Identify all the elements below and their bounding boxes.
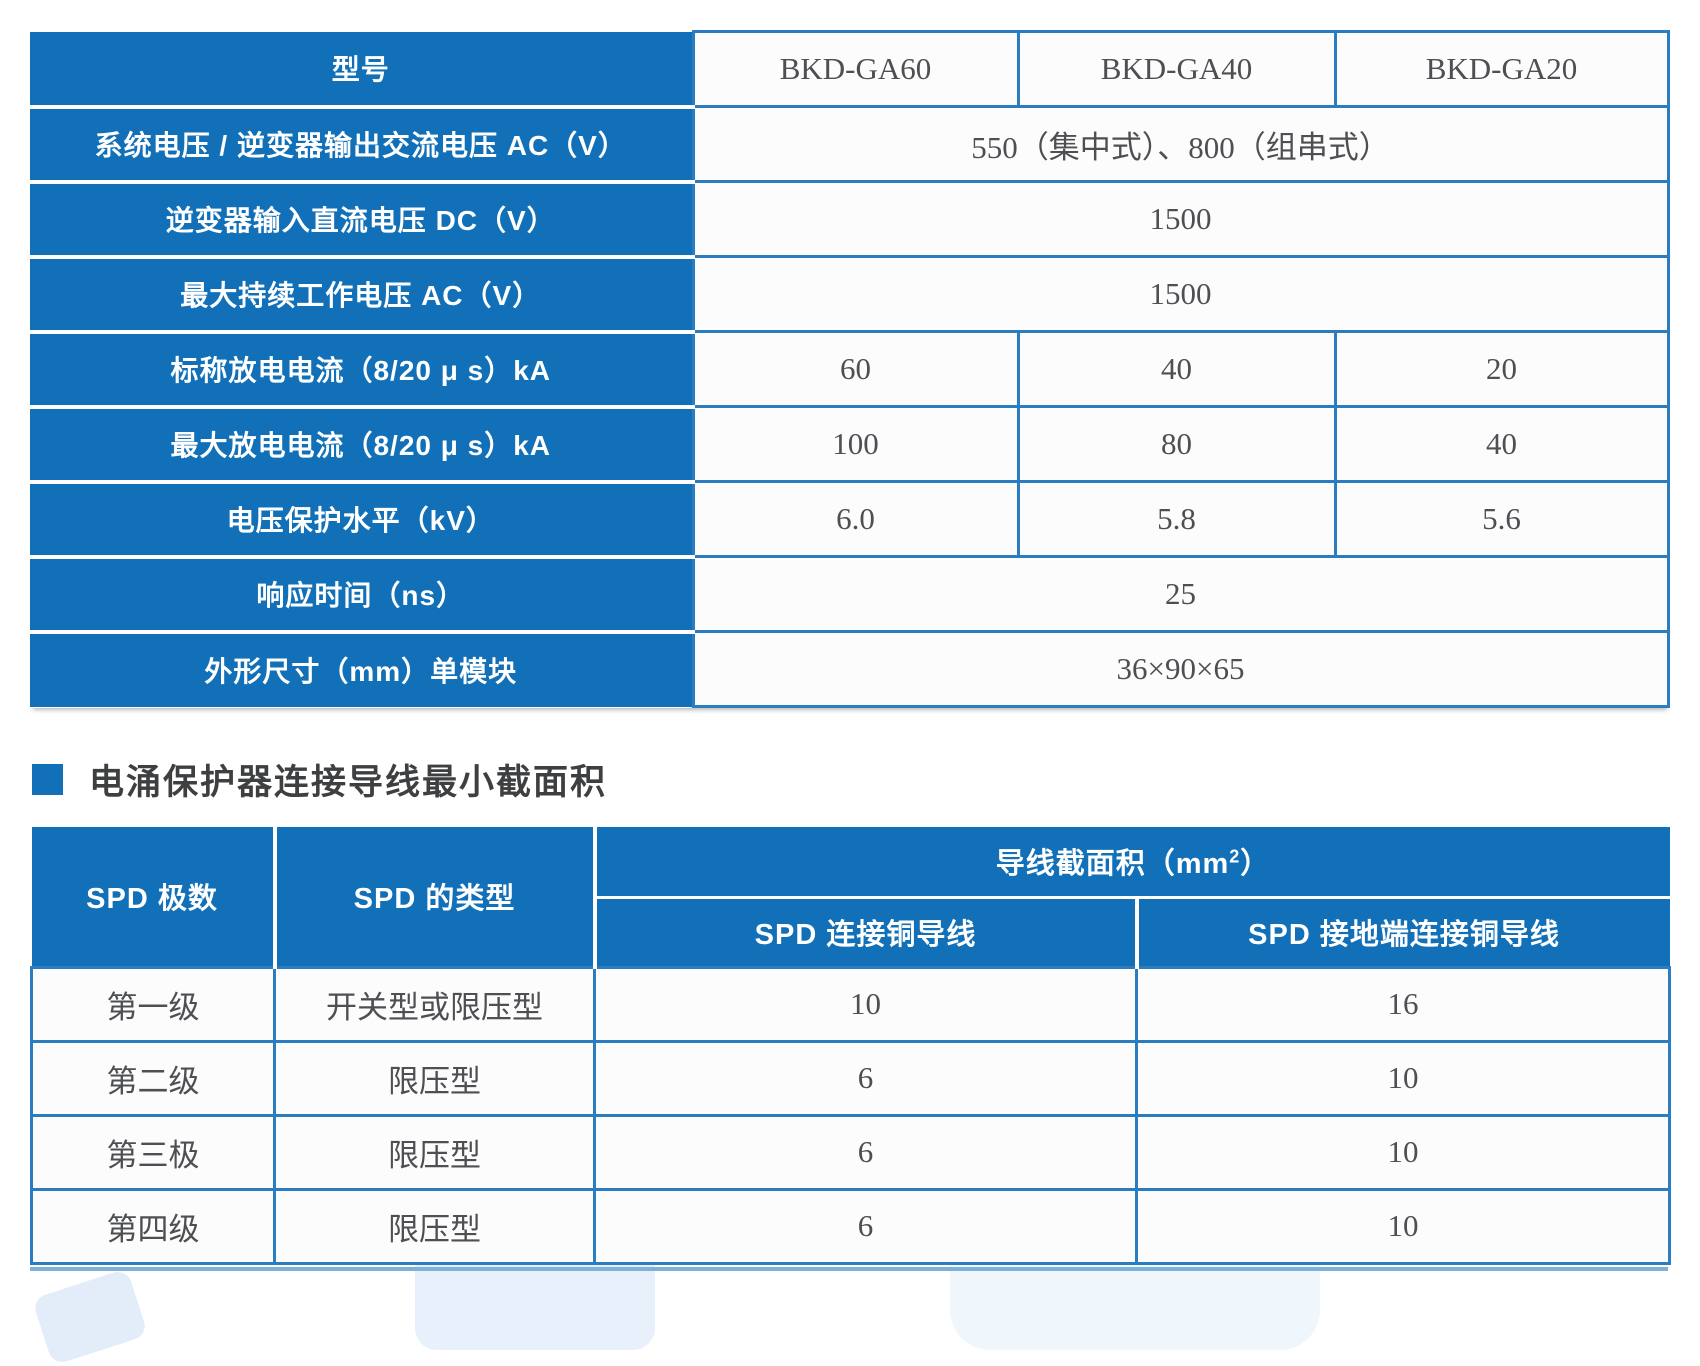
wire-spd-value-cell: 6	[593, 1039, 1138, 1117]
wire-spd-value-cell: 6	[593, 1113, 1138, 1191]
spec-value-cell: 80	[1016, 405, 1337, 483]
wire-table: SPD 极数 SPD 的类型 导线截面积（mm2） SPD 连接铜导线 SPD …	[30, 827, 1672, 1265]
spec-label-cell: 响应时间（ns）	[30, 556, 693, 634]
spec-value-cell: 1500	[691, 255, 1670, 333]
spec-label-cell: 电压保护水平（kV）	[30, 481, 693, 559]
wire-ground-value-cell: 10	[1134, 1187, 1672, 1265]
wire-type-cell: 开关型或限压型	[273, 965, 596, 1043]
spec-value-cell: 40	[1333, 405, 1670, 483]
spec-value-cell: 100	[691, 405, 1020, 483]
wire-table-wrapper: SPD 极数 SPD 的类型 导线截面积（mm2） SPD 连接铜导线 SPD …	[30, 827, 1672, 1271]
wire-spd-value-cell: 6	[593, 1187, 1138, 1265]
wire-ground-value-cell: 10	[1134, 1113, 1672, 1191]
section-title-text: 电涌保护器连接导线最小截面积	[89, 763, 608, 802]
table-row: 第四级 限压型 6 10	[30, 1187, 1672, 1265]
table-row: 逆变器输入直流电压 DC（V） 1500	[30, 180, 1670, 259]
table-row: 响应时间（ns） 25	[30, 555, 1670, 634]
table-row: 标称放电电流（8/20 μ s）kA 60 40 20	[30, 330, 1670, 409]
spec-label-cell: 逆变器输入直流电压 DC（V）	[30, 181, 693, 259]
spec-label-cell: 外形尺寸（mm）单模块	[30, 631, 693, 707]
wire-header-cross-section-sup: 2	[1229, 846, 1241, 867]
spec-label-cell: 系统电压 / 逆变器输出交流电压 AC（V）	[30, 106, 693, 184]
wire-header-type: SPD 的类型	[274, 827, 597, 967]
spec-value-cell: 25	[691, 555, 1670, 633]
wire-subheader-spd: SPD 连接铜导线	[594, 897, 1139, 967]
spec-label-cell: 最大持续工作电压 AC（V）	[30, 256, 693, 334]
table-row: 最大放电电流（8/20 μ s）kA 100 80 40	[30, 405, 1670, 484]
wire-subheader-ground: SPD 接地端连接铜导线	[1136, 897, 1670, 967]
spec-value-cell: 60	[691, 330, 1020, 408]
table-row: 第二级 限压型 6 10	[30, 1039, 1672, 1117]
model-cell: BKD-GA20	[1333, 30, 1670, 108]
wire-header-cross-section-suffix: ）	[1240, 848, 1271, 881]
spec-value-cell: 550（集中式）、800（组串式）	[691, 105, 1670, 183]
table-row: 第一级 开关型或限压型 10 16	[30, 965, 1672, 1043]
datasheet-page: { "colors": { "header_blue": "#1170b7", …	[30, 30, 1672, 1366]
spec-label-cell: 型号	[30, 31, 693, 109]
table-row: 最大持续工作电压 AC（V） 1500	[30, 255, 1670, 334]
wire-type-cell: 限压型	[273, 1039, 596, 1117]
wire-ground-value-cell: 16	[1134, 965, 1672, 1043]
content-area: 型号 BKD-GA60 BKD-GA40 BKD-GA20 系统电压 / 逆变器…	[30, 30, 1672, 1271]
wire-level-cell: 第三极	[30, 1113, 276, 1191]
spec-value-cell: 40	[1016, 330, 1337, 408]
spec-value-cell: 6.0	[691, 480, 1020, 558]
spec-value-cell: 5.6	[1333, 480, 1670, 558]
wire-level-cell: 第二级	[30, 1039, 276, 1117]
wire-spd-value-cell: 10	[593, 965, 1138, 1043]
spec-value-cell: 36×90×65	[691, 630, 1670, 708]
model-cell: BKD-GA60	[691, 30, 1020, 108]
spec-label-cell: 最大放电电流（8/20 μ s）kA	[30, 406, 693, 484]
section-title: 电涌保护器连接导线最小截面积	[32, 754, 1668, 805]
wire-header-cross-section-prefix: 导线截面积（mm	[995, 848, 1230, 881]
wire-level-cell: 第四级	[30, 1187, 276, 1265]
spec-table: 型号 BKD-GA60 BKD-GA40 BKD-GA20 系统电压 / 逆变器…	[30, 30, 1670, 708]
model-cell: BKD-GA40	[1016, 30, 1337, 108]
table-row: SPD 连接铜导线 SPD 接地端连接铜导线	[32, 897, 1670, 967]
watermark-shape	[31, 1268, 149, 1366]
spec-value-cell: 1500	[691, 180, 1670, 258]
wire-type-cell: 限压型	[273, 1113, 596, 1191]
spec-value-cell: 5.8	[1016, 480, 1337, 558]
table-row: 电压保护水平（kV） 6.0 5.8 5.6	[30, 480, 1670, 559]
wire-type-cell: 限压型	[273, 1187, 596, 1265]
table-row: SPD 极数 SPD 的类型 导线截面积（mm2）	[31, 827, 1670, 967]
table-row: 外形尺寸（mm）单模块 36×90×65	[30, 630, 1670, 708]
wire-level-cell: 第一级	[30, 965, 276, 1043]
table-row: 型号 BKD-GA60 BKD-GA40 BKD-GA20	[30, 30, 1670, 109]
table-row: 系统电压 / 逆变器输出交流电压 AC（V） 550（集中式）、800（组串式）	[30, 105, 1670, 184]
wire-header-poles: SPD 极数	[31, 827, 277, 967]
table-row: 第三极 限压型 6 10	[30, 1113, 1672, 1191]
spec-label-cell: 标称放电电流（8/20 μ s）kA	[30, 331, 693, 409]
wire-ground-value-cell: 10	[1134, 1039, 1672, 1117]
spec-value-cell: 20	[1333, 330, 1670, 408]
wire-header-cross-section: 导线截面积（mm2）	[594, 827, 1670, 899]
section-bullet-icon	[32, 764, 63, 795]
